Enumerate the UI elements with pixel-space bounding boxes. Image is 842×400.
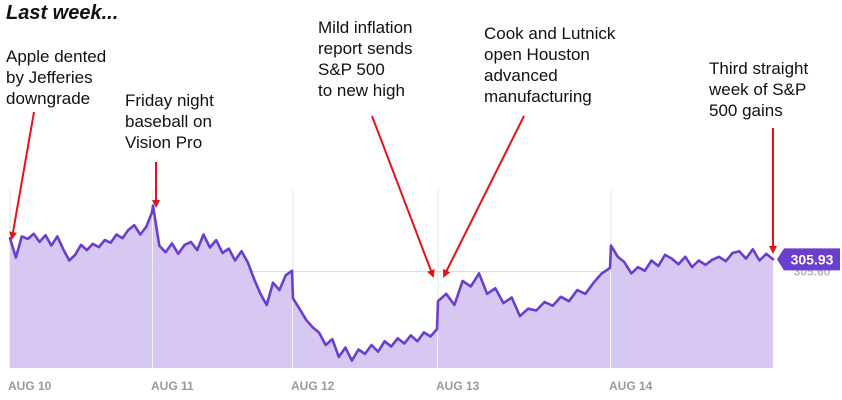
annotation-third-week-gains: Third straight week of S&P 500 gains bbox=[709, 59, 809, 120]
x-tick-label: AUG 12 bbox=[291, 379, 335, 393]
page-title: Last week... bbox=[6, 2, 119, 24]
area-session-3 bbox=[293, 298, 437, 368]
annotation-arrow-1 bbox=[9, 111, 35, 240]
x-tick-label: AUG 10 bbox=[8, 379, 52, 393]
annotation-houston-manufacturing: Cook and Lutnick open Houston advanced m… bbox=[484, 24, 616, 106]
area-session-1 bbox=[10, 212, 152, 368]
x-tick-label: AUG 11 bbox=[151, 379, 194, 393]
area-session-5 bbox=[611, 245, 773, 368]
annotation-friday-baseball: Friday night baseball on Vision Pro bbox=[125, 91, 214, 152]
area-session-4 bbox=[438, 267, 610, 368]
annotation-inflation-report: Mild inflation report sends S&P 500 to n… bbox=[318, 18, 413, 100]
x-tick-label: AUG 14 bbox=[609, 379, 653, 393]
last-price-value: 305.93 bbox=[791, 251, 834, 267]
price-line bbox=[8, 204, 775, 362]
annotation-arrow-4 bbox=[443, 115, 525, 278]
area-session-2 bbox=[153, 205, 292, 368]
last-price-badge bbox=[777, 248, 840, 271]
annotation-apple-downgrade: Apple dented by Jefferies downgrade bbox=[6, 47, 107, 108]
annotation-arrow-3 bbox=[371, 115, 435, 278]
x-tick-label: AUG 13 bbox=[436, 379, 480, 393]
